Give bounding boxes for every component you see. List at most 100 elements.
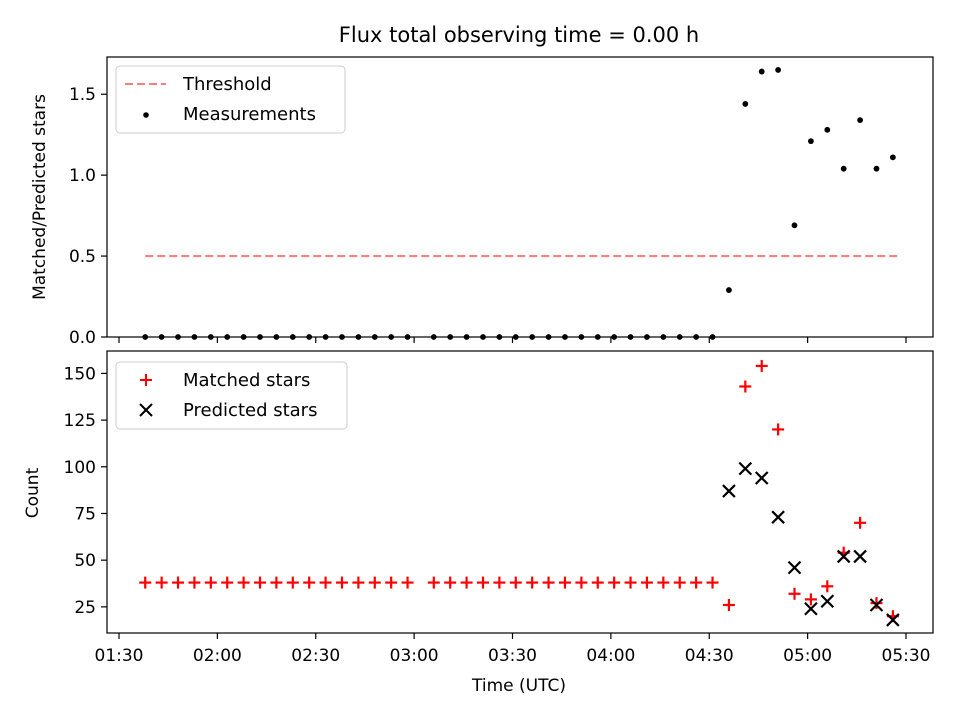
measurement-point bbox=[775, 67, 782, 73]
bottom-ytick-label: 125 bbox=[64, 411, 96, 431]
threshold-legend-label: Threshold bbox=[182, 74, 272, 95]
top-ytick-label: 1.5 bbox=[69, 85, 96, 105]
x-axis-label: Time (UTC) bbox=[471, 676, 566, 696]
matched-star-point bbox=[640, 576, 653, 589]
matched-star-point bbox=[739, 380, 752, 393]
predicted-star-point bbox=[804, 601, 818, 616]
matched-star-point bbox=[690, 576, 703, 589]
matched-star-point bbox=[254, 576, 267, 589]
xtick-label: 03:00 bbox=[390, 646, 439, 666]
count-plot-area bbox=[139, 359, 900, 627]
measurement-point bbox=[742, 101, 749, 107]
predicted-star-point bbox=[886, 613, 900, 627]
predicted-star-point bbox=[820, 594, 835, 609]
bottom-y-axis: 25 50 75 100 125 150 bbox=[64, 364, 107, 618]
predicted-star-point bbox=[754, 471, 769, 485]
bottom-x-axis: 01:30 02:00 02:30 03:00 03:30 04:00 04:30 05:00… bbox=[95, 633, 931, 666]
matched-star-point bbox=[657, 576, 670, 589]
matched-star-point bbox=[460, 576, 473, 589]
ratio-panel: 0.0 0.5 1.0 1.5 Matched/Predicted stars Thr… bbox=[30, 56, 934, 348]
matched-star-point bbox=[368, 576, 381, 589]
top-x-axis bbox=[118, 337, 907, 343]
matched-star-point bbox=[270, 576, 283, 589]
ratio-plot-area bbox=[142, 67, 900, 340]
matched-star-point bbox=[286, 576, 299, 589]
predicted-star-point bbox=[738, 461, 753, 476]
matched-star-point bbox=[237, 576, 250, 589]
matched-star-point bbox=[335, 576, 348, 589]
matched-star-point bbox=[444, 576, 457, 589]
bottom-ytick-label: 100 bbox=[64, 458, 96, 478]
measurement-point bbox=[873, 165, 880, 172]
xtick-label: 02:30 bbox=[291, 646, 340, 666]
predicted-star-point bbox=[836, 549, 851, 564]
matched-star-point bbox=[303, 576, 316, 589]
matched-star-point bbox=[385, 576, 398, 589]
bottom-ytick-label: 150 bbox=[64, 364, 96, 384]
xtick-label: 01:30 bbox=[95, 646, 144, 666]
matched-star-point bbox=[526, 576, 539, 589]
xtick-label: 02:00 bbox=[193, 646, 242, 666]
predicted-star-point bbox=[869, 598, 884, 612]
matched-star-point bbox=[755, 359, 768, 372]
xtick-label: 04:30 bbox=[685, 646, 734, 666]
top-ytick-label: 0.5 bbox=[69, 247, 96, 267]
predicted-star-point bbox=[722, 484, 736, 498]
matched-star-point bbox=[608, 576, 621, 589]
matched-star-point bbox=[352, 576, 365, 589]
matched-star-point bbox=[319, 576, 332, 589]
matched-star-point bbox=[804, 593, 817, 606]
matched-star-point bbox=[188, 576, 201, 589]
bottom-ytick-label: 50 bbox=[74, 551, 96, 571]
count-panel: 25 50 75 100 125 150 01:30 02:00 02:30 03:00 03:3… bbox=[23, 350, 934, 696]
measurement-point bbox=[758, 68, 765, 75]
matched-star-point bbox=[722, 598, 735, 611]
measurement-point bbox=[857, 117, 863, 124]
matched-star-point bbox=[821, 580, 834, 593]
chart-title: Flux total observing time = 0.00 h bbox=[339, 23, 699, 47]
top-legend-box bbox=[115, 65, 346, 134]
bottom-legend-box bbox=[115, 361, 348, 430]
matched-star-point bbox=[542, 576, 555, 589]
xtick-label: 05:00 bbox=[783, 646, 832, 666]
matched-star-point bbox=[493, 576, 506, 589]
measurement-point bbox=[824, 126, 831, 133]
matched-star-point bbox=[204, 576, 217, 589]
bottom-axes-frame bbox=[106, 350, 934, 634]
top-ytick-label: 0.0 bbox=[69, 328, 96, 348]
measurement-point bbox=[808, 138, 814, 145]
measurements-legend-label: Measurements bbox=[183, 104, 316, 125]
bottom-legend: Matched stars Predicted stars bbox=[115, 361, 348, 430]
measurement-point bbox=[889, 154, 896, 161]
matched-star-point bbox=[221, 576, 234, 589]
matched-star-point bbox=[476, 576, 489, 589]
xtick-label: 03:30 bbox=[488, 646, 537, 666]
predicted-legend-swatch bbox=[139, 403, 153, 417]
predicted-star-point bbox=[853, 549, 867, 564]
predicted-star-point bbox=[787, 560, 802, 575]
matched-star-point bbox=[509, 576, 522, 589]
matched-star-point bbox=[155, 576, 168, 589]
predicted-legend-label: Predicted stars bbox=[183, 400, 317, 421]
matched-star-point bbox=[427, 576, 440, 589]
matched-legend-label: Matched stars bbox=[183, 370, 310, 391]
bottom-ytick-label: 25 bbox=[74, 598, 96, 618]
matched-star-point bbox=[591, 576, 604, 589]
top-ytick-label: 1.0 bbox=[69, 166, 96, 186]
top-legend: Threshold Measurements bbox=[115, 65, 346, 134]
matched-star-point bbox=[575, 576, 588, 589]
matched-star-point bbox=[139, 576, 152, 589]
matched-star-point bbox=[401, 576, 414, 589]
measurement-point bbox=[791, 222, 798, 229]
matched-star-point bbox=[788, 587, 801, 600]
xtick-label: 05:30 bbox=[882, 646, 931, 666]
predicted-star-point bbox=[771, 510, 785, 524]
matched-legend-swatch bbox=[140, 374, 152, 386]
matched-star-point bbox=[772, 423, 785, 436]
matched-star-point bbox=[172, 576, 185, 589]
bottom-y-axis-label: Count bbox=[23, 467, 43, 518]
matched-star-point bbox=[870, 597, 883, 610]
top-axes-frame bbox=[106, 56, 934, 338]
matched-star-point bbox=[624, 576, 637, 589]
